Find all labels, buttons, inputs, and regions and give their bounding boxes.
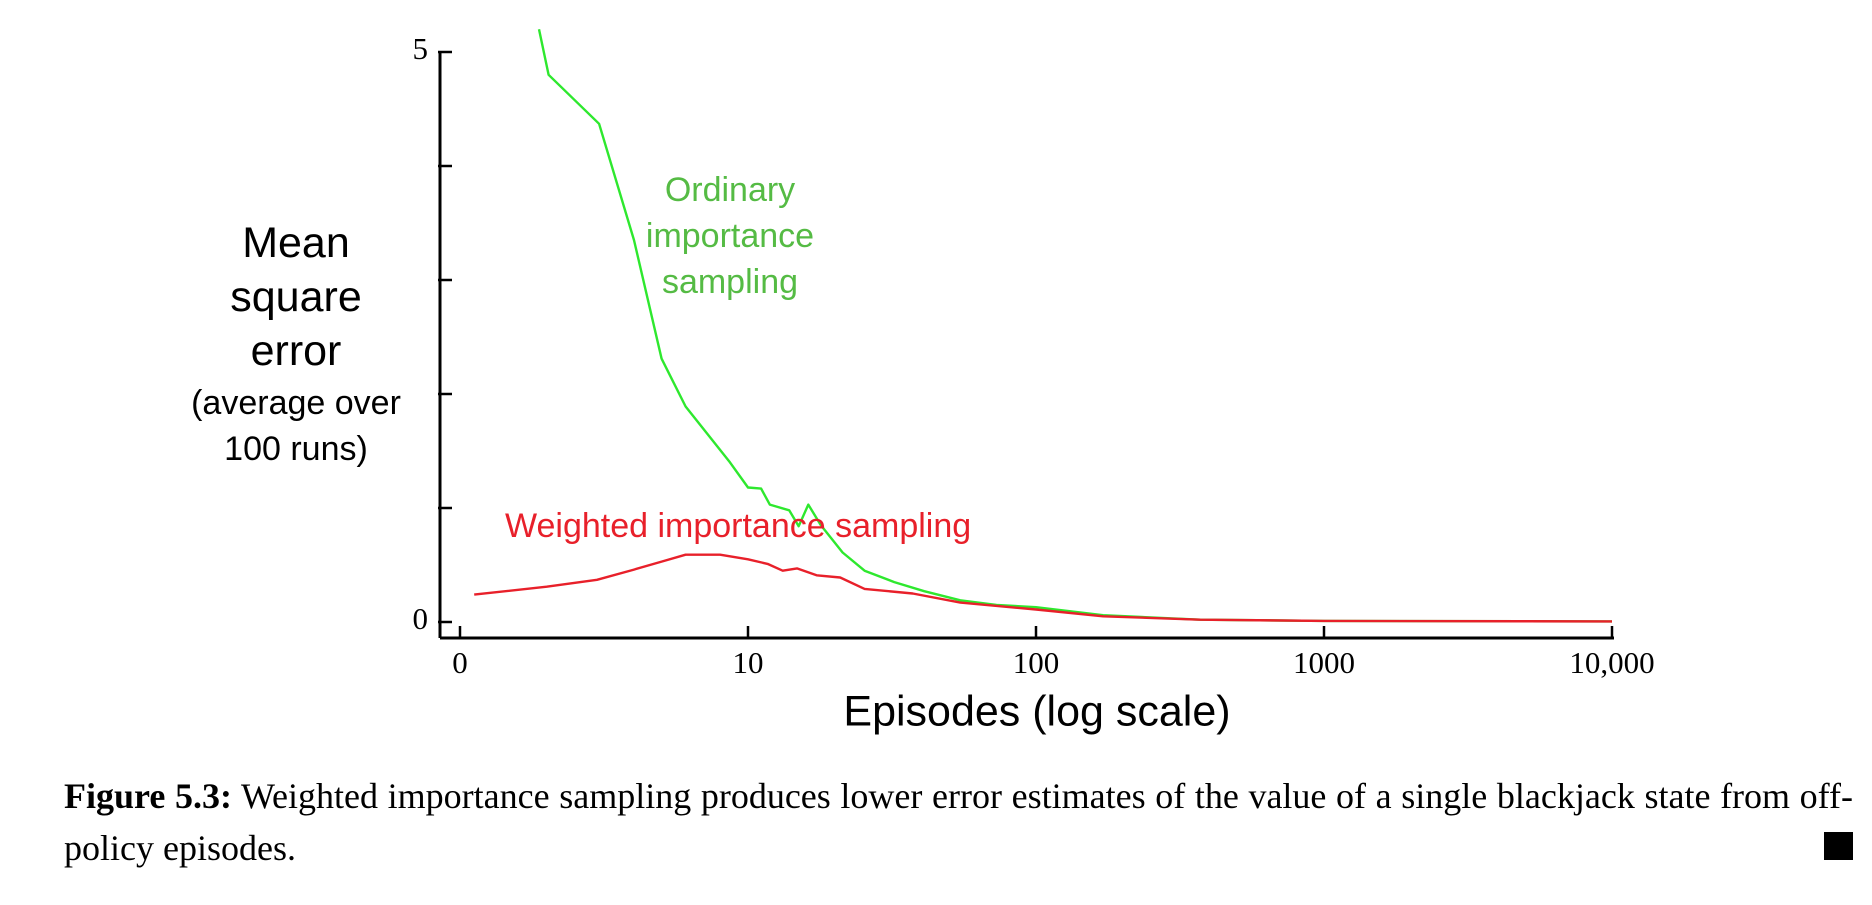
line-series: [474, 553, 1613, 623]
x-tick-label: 10: [733, 645, 764, 680]
x-axis-label: Episodes (log scale): [843, 687, 1230, 735]
series-label: Ordinary importance sampling: [646, 171, 814, 301]
end-mark: [1824, 832, 1853, 860]
y-tick-label: 5: [413, 31, 429, 66]
y-tick-label: 0: [413, 601, 429, 636]
x-tick-label: 1000: [1293, 645, 1355, 680]
x-tick-label: 100: [1013, 645, 1060, 680]
caption-text: Weighted importance sampling produces lo…: [64, 776, 1853, 868]
chart: Episodes (log scale) 0 5 0 10 100 1000 10,000 O…: [413, 28, 1655, 735]
caption: Figure 5.3: Weighted importance sampling…: [64, 770, 1853, 874]
y-axis-note: (average over 100 runs): [191, 384, 401, 468]
series-label: Weighted importance sampling: [505, 507, 971, 545]
caption-label: Figure 5.3:: [64, 776, 232, 816]
line-series: [537, 28, 1613, 623]
x-tick-label: 10,000: [1569, 645, 1654, 680]
x-tick-label: 0: [452, 645, 468, 680]
y-axis-label: Mean square error: [230, 219, 362, 375]
